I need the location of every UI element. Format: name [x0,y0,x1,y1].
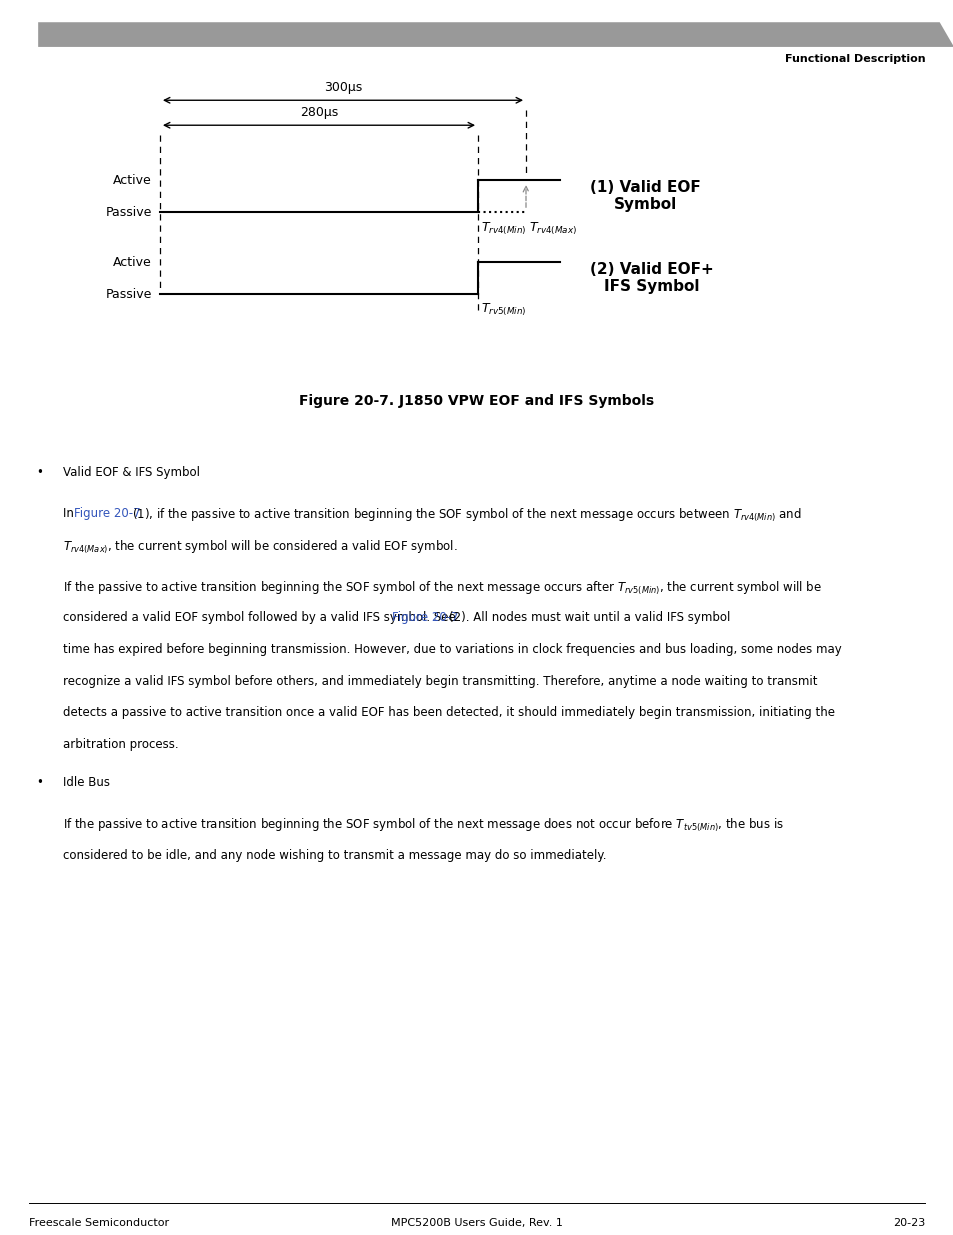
Text: $T_{rv4(Min)}$: $T_{rv4(Min)}$ [480,220,526,237]
Text: If the passive to active transition beginning the SOF symbol of the next message: If the passive to active transition begi… [63,818,782,835]
Text: $T_{rv4(Max)}$, the current symbol will be considered a valid EOF symbol.: $T_{rv4(Max)}$, the current symbol will … [63,538,456,556]
Text: (2) Valid EOF+
IFS Symbol: (2) Valid EOF+ IFS Symbol [589,262,713,294]
Text: 280μs: 280μs [299,106,337,120]
Text: Active: Active [113,174,152,186]
Text: considered a valid EOF symbol followed by a valid IFS symbol. See: considered a valid EOF symbol followed b… [63,611,458,625]
Text: Figure 20-7: Figure 20-7 [392,611,458,625]
Text: (1), if the passive to active transition beginning the SOF symbol of the next me: (1), if the passive to active transition… [132,508,801,524]
Text: •: • [36,776,43,789]
Text: arbitration process.: arbitration process. [63,739,178,751]
Text: time has expired before beginning transmission. However, due to variations in cl: time has expired before beginning transm… [63,643,841,656]
Text: Valid EOF & IFS Symbol: Valid EOF & IFS Symbol [63,466,199,479]
Text: Passive: Passive [106,288,152,300]
Text: Freescale Semiconductor: Freescale Semiconductor [29,1218,169,1228]
Polygon shape [38,22,953,47]
Text: 300μs: 300μs [323,82,362,94]
Text: •: • [36,466,43,479]
Text: (2). All nodes must wait until a valid IFS symbol: (2). All nodes must wait until a valid I… [449,611,730,625]
Text: 20-23: 20-23 [892,1218,924,1228]
Text: If the passive to active transition beginning the SOF symbol of the next message: If the passive to active transition begi… [63,579,821,597]
Text: $T_{rv5(Min)}$: $T_{rv5(Min)}$ [480,303,526,319]
Text: $T_{rv4(Max)}$: $T_{rv4(Max)}$ [529,220,577,237]
Text: In: In [63,508,77,520]
Text: Figure 20-7. J1850 VPW EOF and IFS Symbols: Figure 20-7. J1850 VPW EOF and IFS Symbo… [299,394,654,408]
Text: Passive: Passive [106,206,152,219]
Text: considered to be idle, and any node wishing to transmit a message may do so imme: considered to be idle, and any node wish… [63,848,605,862]
Text: detects a passive to active transition once a valid EOF has been detected, it sh: detects a passive to active transition o… [63,706,834,719]
Text: (1) Valid EOF
Symbol: (1) Valid EOF Symbol [589,180,700,212]
Text: MPC5200B Users Guide, Rev. 1: MPC5200B Users Guide, Rev. 1 [391,1218,562,1228]
Text: Functional Description: Functional Description [784,54,924,64]
Text: Active: Active [113,256,152,268]
Text: Figure 20-7: Figure 20-7 [74,508,141,520]
Text: Idle Bus: Idle Bus [63,776,110,789]
Text: recognize a valid IFS symbol before others, and immediately begin transmitting. : recognize a valid IFS symbol before othe… [63,674,817,688]
